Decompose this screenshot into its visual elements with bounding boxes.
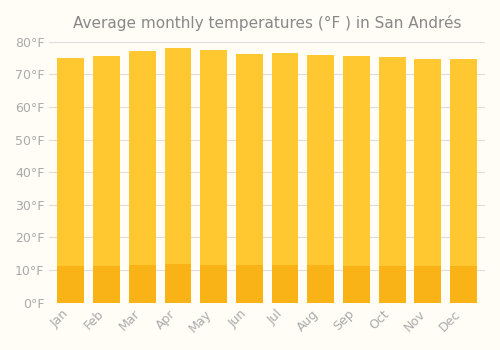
Bar xyxy=(236,265,262,303)
Bar xyxy=(450,59,477,303)
Bar xyxy=(308,266,334,303)
Bar xyxy=(450,59,477,303)
Bar xyxy=(272,53,298,303)
Bar xyxy=(343,56,370,303)
Title: Average monthly temperatures (°F ) in San Andrés: Average monthly temperatures (°F ) in Sa… xyxy=(73,15,462,31)
Bar xyxy=(379,266,406,303)
Bar xyxy=(93,56,120,303)
Bar xyxy=(129,51,156,303)
Bar xyxy=(343,56,370,303)
Bar xyxy=(164,48,192,303)
Bar xyxy=(414,266,442,303)
Bar xyxy=(272,265,298,303)
Bar xyxy=(164,48,192,303)
Bar xyxy=(200,50,227,303)
Bar xyxy=(200,50,227,303)
Bar xyxy=(129,265,156,303)
Bar xyxy=(343,266,370,303)
Bar xyxy=(308,55,334,303)
Bar xyxy=(58,266,84,303)
Bar xyxy=(93,56,120,303)
Bar xyxy=(58,57,84,303)
Bar xyxy=(164,265,192,303)
Bar xyxy=(129,51,156,303)
Bar xyxy=(272,53,298,303)
Bar xyxy=(414,59,442,303)
Bar xyxy=(93,266,120,303)
Bar xyxy=(58,57,84,303)
Bar xyxy=(414,59,442,303)
Bar xyxy=(379,57,406,303)
Bar xyxy=(200,265,227,303)
Bar xyxy=(450,266,477,303)
Bar xyxy=(379,57,406,303)
Bar xyxy=(308,55,334,303)
Bar xyxy=(236,54,262,303)
Bar xyxy=(236,54,262,303)
